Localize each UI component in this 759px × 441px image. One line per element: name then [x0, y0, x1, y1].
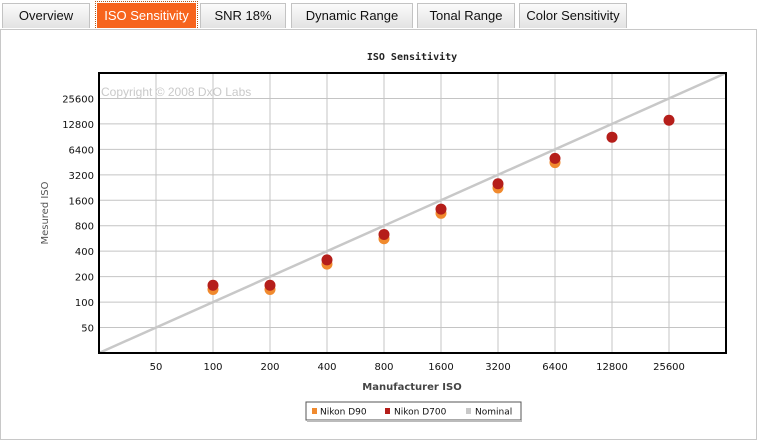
- tab-iso-sensitivity[interactable]: ISO Sensitivity: [95, 1, 198, 30]
- x-tick-label-50: 50: [150, 362, 163, 373]
- grid-lines: [99, 73, 726, 353]
- chart-panel: [0, 29, 757, 440]
- x-axis-label: Manufacturer ISO: [362, 382, 461, 393]
- data-point-nikon-d700-200[interactable]: [264, 279, 276, 291]
- tab-tonal-range[interactable]: Tonal Range: [417, 3, 515, 28]
- x-axis-ticks: 50 100 200 400 800 1600 3200 6400 12800 25600: [150, 362, 685, 373]
- tab-dynamic-range[interactable]: Dynamic Range: [291, 3, 413, 28]
- legend-shadow: [307, 420, 522, 422]
- legend-label-nikon-d90[interactable]: Nikon D90: [320, 408, 367, 418]
- data-point-nikon-d700-100[interactable]: [207, 279, 219, 291]
- x-tick-label-100: 100: [203, 362, 222, 373]
- x-tick-label-200: 200: [260, 362, 279, 373]
- y-axis-label: Mesured ISO: [40, 181, 51, 244]
- x-tick-label-800: 800: [374, 362, 393, 373]
- x-tick-label-12800: 12800: [596, 362, 628, 373]
- tab-snr-18[interactable]: SNR 18%: [200, 3, 286, 28]
- x-tick-label-3200: 3200: [485, 362, 510, 373]
- y-tick-label-400: 400: [75, 247, 94, 258]
- y-tick-label-25600: 25600: [62, 94, 94, 105]
- copyright-watermark: Copyright © 2008 DxO Labs: [101, 85, 251, 99]
- x-tick-label-25600: 25600: [653, 362, 685, 373]
- y-tick-label-12800: 12800: [62, 120, 94, 131]
- y-tick-label-800: 800: [75, 222, 94, 233]
- x-tick-label-6400: 6400: [542, 362, 567, 373]
- tab-color-sensitivity[interactable]: Color Sensitivity: [519, 3, 627, 28]
- data-point-nikon-d700-3200[interactable]: [492, 178, 504, 190]
- legend-label-nikon-d700[interactable]: Nikon D700: [394, 408, 447, 418]
- legend-swatch-nikon-d700: [385, 408, 390, 414]
- y-tick-label-50: 50: [81, 324, 94, 335]
- legend-swatch-nominal: [466, 408, 471, 414]
- y-tick-label-100: 100: [75, 298, 94, 309]
- y-tick-label-200: 200: [75, 273, 94, 284]
- data-points: [207, 114, 675, 295]
- data-point-nikon-d700-800[interactable]: [378, 228, 390, 240]
- series-line-nominal: [98, 71, 727, 355]
- plot-frame: [98, 72, 727, 354]
- tab-overview[interactable]: Overview: [2, 3, 90, 28]
- data-point-nikon-d700-12800[interactable]: [606, 131, 618, 143]
- nominal-line-group: [98, 71, 727, 355]
- x-tick-label-400: 400: [317, 362, 336, 373]
- data-point-nikon-d700-400[interactable]: [321, 254, 333, 266]
- y-axis-ticks: 50 100 200 400 800 1600 3200 6400 12800 25600: [62, 94, 94, 334]
- y-tick-label-3200: 3200: [69, 171, 94, 182]
- data-point-nikon-d700-25600[interactable]: [663, 114, 675, 126]
- chart-title: ISO Sensitivity: [367, 51, 457, 63]
- legend-swatch-nikon-d90: [312, 408, 317, 414]
- y-tick-label-6400: 6400: [69, 145, 94, 156]
- legend: Nikon D90 Nikon D700 Nominal: [305, 401, 522, 422]
- x-tick-label-1600: 1600: [428, 362, 453, 373]
- data-point-nikon-d700-6400[interactable]: [549, 152, 561, 164]
- y-tick-label-1600: 1600: [69, 196, 94, 207]
- data-point-nikon-d700-1600[interactable]: [435, 203, 447, 215]
- legend-label-nominal[interactable]: Nominal: [475, 408, 512, 418]
